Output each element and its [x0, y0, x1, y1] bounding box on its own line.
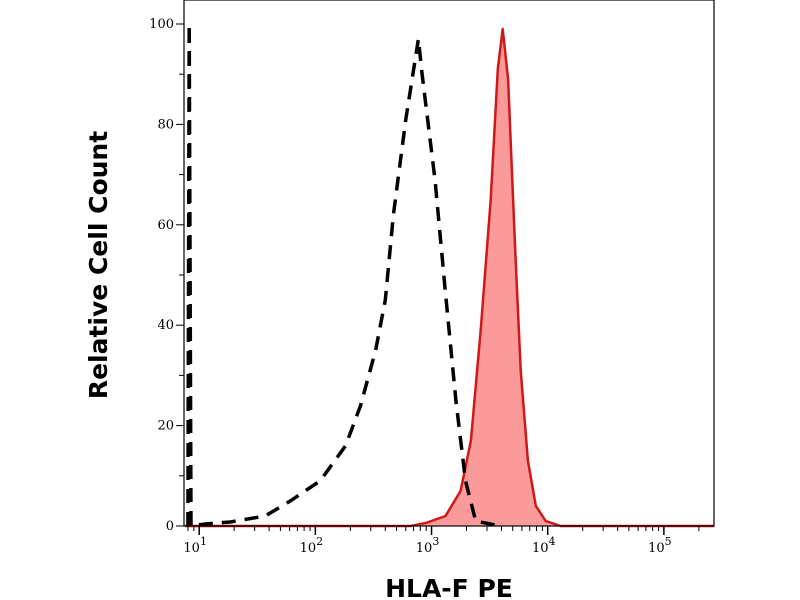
x-tick-label: 102 [300, 535, 324, 556]
stained-histogram-line [185, 27, 714, 528]
y-axis: 0 20 40 60 80 100 [149, 17, 184, 534]
y-axis-title: Relative Cell Count [84, 131, 113, 399]
x-tick-label: 105 [648, 535, 672, 556]
series-fill [185, 29, 714, 526]
series-layer [185, 22, 714, 528]
plot-frame [183, 0, 715, 527]
x-axis-title: HLA-F PE [385, 574, 513, 600]
y-tick-label: 60 [157, 218, 174, 233]
control-histogram-line [186, 22, 501, 528]
x-tick-label: 103 [416, 535, 440, 556]
y-tick-label: 0 [166, 519, 174, 534]
x-tick-label: 101 [183, 535, 207, 556]
x-axis: 101 102 103 104 105 [183, 526, 700, 556]
y-tick-label: 40 [157, 318, 174, 333]
y-tick-label: 100 [149, 17, 174, 32]
x-tick-label: 104 [532, 535, 556, 556]
y-tick-label: 20 [157, 419, 174, 434]
y-tick-label: 80 [157, 117, 174, 132]
